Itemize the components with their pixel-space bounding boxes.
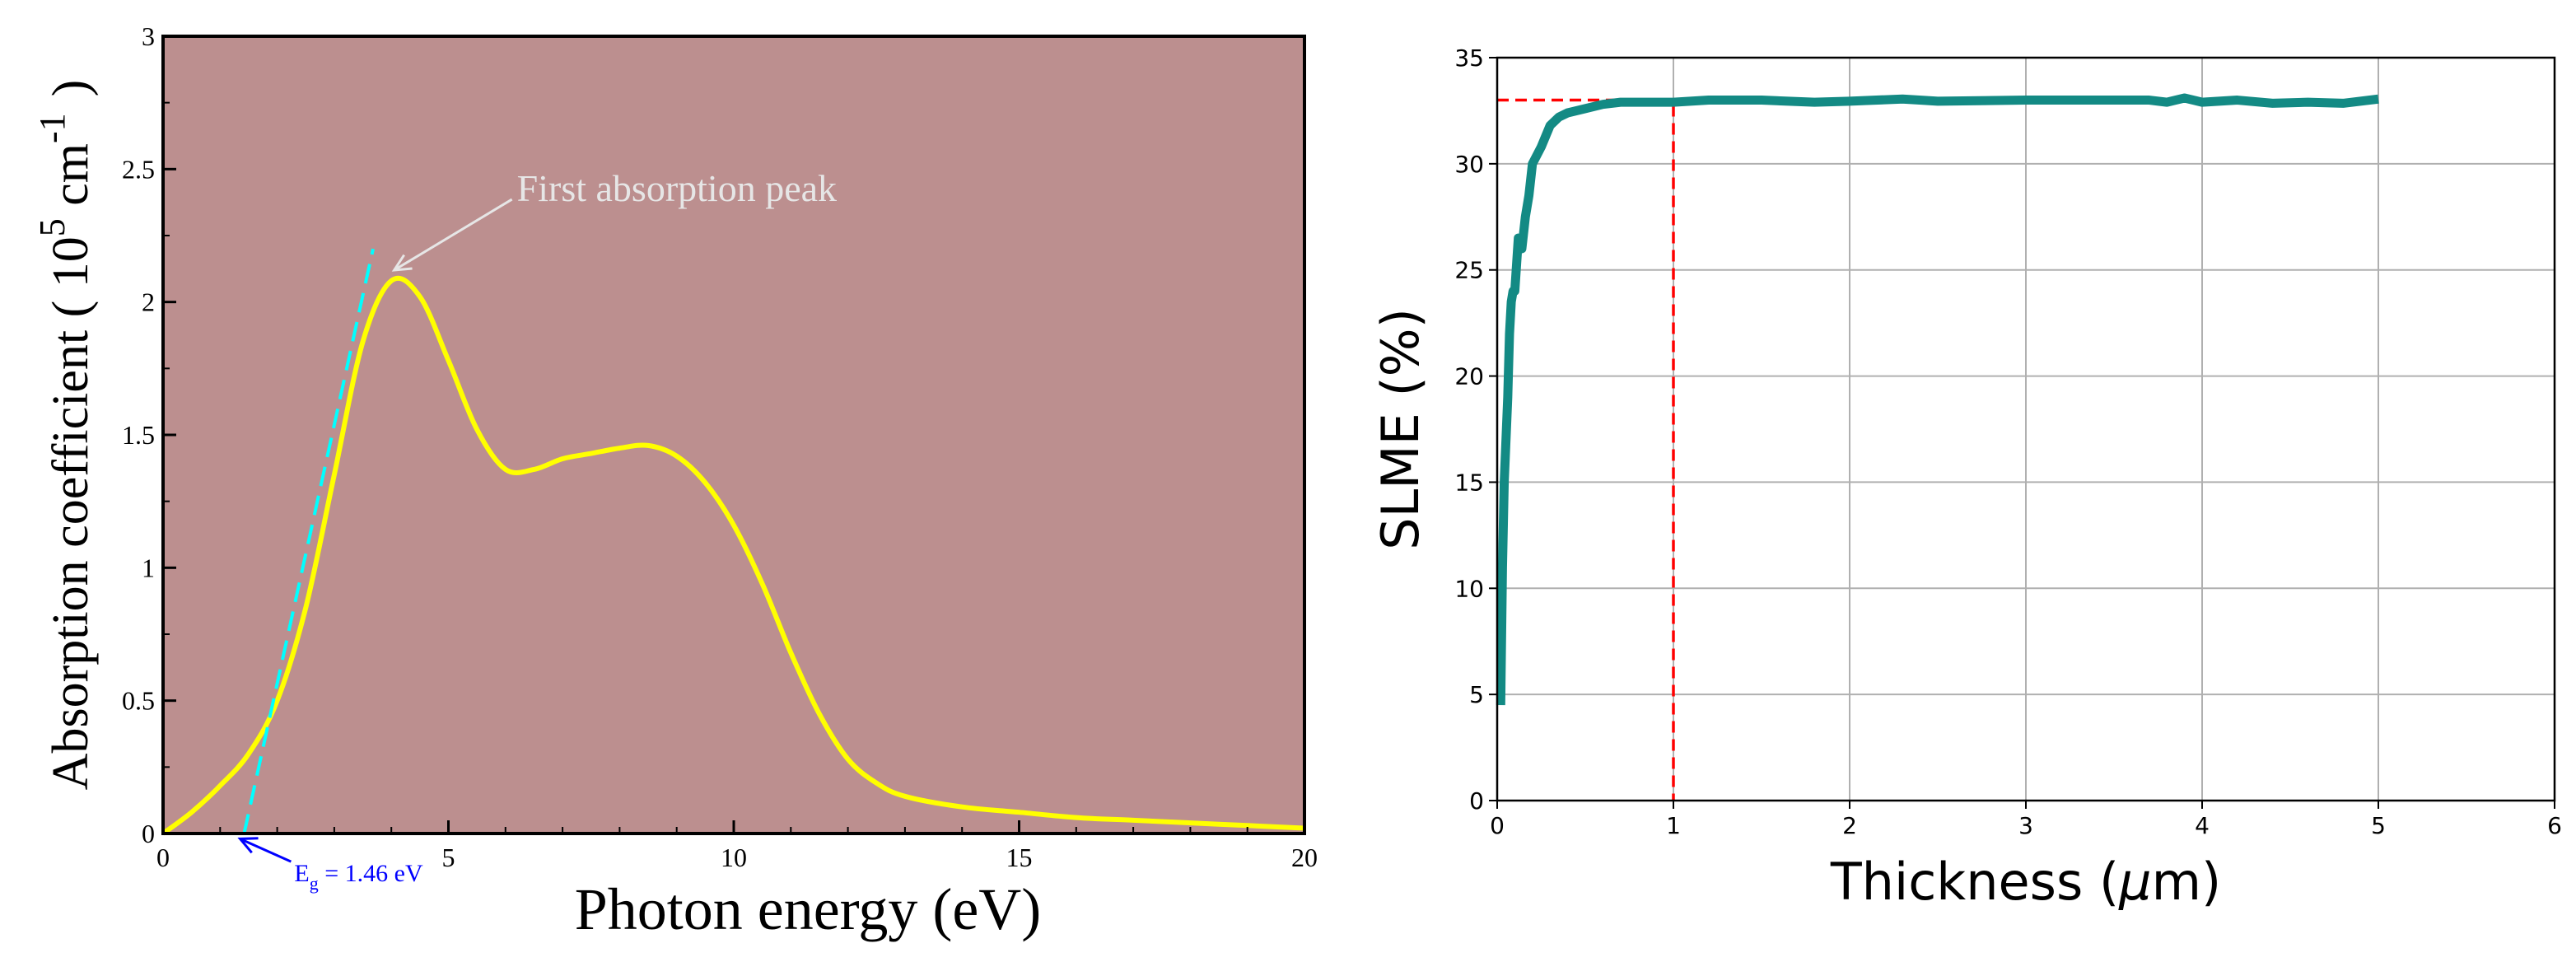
bandgap-annotation-main: E <box>294 860 309 887</box>
absorption-x-tick-label: 0 <box>156 843 170 872</box>
absorption-y-tick-label: 1.5 <box>122 420 155 450</box>
slme-x-title-mu: μ <box>2118 852 2151 912</box>
absorption-y-title-mid: cm <box>43 143 99 218</box>
bandgap-arrow <box>239 838 292 863</box>
absorption-y-axis-title: Absorption coefficient ( 105 cm-1) <box>32 80 99 791</box>
absorption-y-tick-label: 2.5 <box>122 154 155 184</box>
absorption-series-layer <box>161 248 1305 836</box>
slme-x-title-post: m) <box>2152 852 2222 912</box>
bandgap-annotation-rest: = 1.46 eV <box>319 860 423 887</box>
slme-reference-line <box>1497 98 1675 801</box>
slme-grid <box>1496 57 2555 801</box>
peak-arrow <box>393 198 513 272</box>
absorption-x-tick-label: 10 <box>721 843 747 872</box>
slme-y-tick-label: 20 <box>1454 363 1484 390</box>
slme-y-tick-label: 5 <box>1469 681 1484 708</box>
absorption-y-title-close: ) <box>43 80 99 97</box>
absorption-y-tick-label: 3 <box>142 21 155 51</box>
slme-y-axis-title: SLME (%) <box>1370 308 1430 550</box>
absorption-plot-background <box>163 36 1304 834</box>
slme-series-line <box>1496 93 2379 706</box>
absorption-y-tick-label: 2 <box>142 287 155 317</box>
slme-y-tick-label: 0 <box>1469 787 1484 815</box>
slme-x-title-pre: Thickness ( <box>1830 852 2119 912</box>
slme-x-tick-label: 6 <box>2547 812 2562 839</box>
absorption-x-tick-label: 15 <box>1006 843 1033 872</box>
slme-y-tick-label: 35 <box>1454 44 1484 72</box>
absorption-chart: 0 5 10 15 20 0 0.5 1 1.5 2 2.5 3 First absorption p… <box>32 21 1318 942</box>
absorption-series-line <box>161 275 1305 836</box>
absorption-y-tick-label: 0 <box>142 819 155 848</box>
absorption-y-title-exp2: -1 <box>32 113 72 143</box>
slme-x-tick-label: 1 <box>1666 812 1681 839</box>
slme-x-tick-label: 5 <box>2371 812 2386 839</box>
peak-annotation: First absorption peak <box>517 167 837 209</box>
slme-x-tick-label: 2 <box>1842 812 1857 839</box>
absorption-y-tick-label: 1 <box>142 553 155 582</box>
slme-y-tick-label: 10 <box>1454 575 1484 602</box>
slme-axis-ticks: 0 1 2 3 4 5 6 0 5 10 15 20 25 30 35 <box>1454 44 2562 839</box>
absorption-x-axis-title: Photon energy (eV) <box>575 876 1042 942</box>
tangent-fit-line <box>242 248 375 834</box>
slme-y-tick-label: 15 <box>1454 469 1484 496</box>
slme-x-axis-title: Thickness (μm) <box>1830 852 2221 912</box>
bandgap-arrow-head <box>237 837 259 854</box>
absorption-x-tick-label: 5 <box>442 843 455 872</box>
slme-x-tick-label: 4 <box>2195 812 2210 839</box>
bandgap-annotation-subscript: g <box>310 873 319 894</box>
bandgap-annotation: Eg = 1.46 eV <box>294 860 423 894</box>
slme-y-tick-label: 25 <box>1454 257 1484 284</box>
peak-arrow-head <box>391 254 413 272</box>
slme-x-tick-label: 0 <box>1490 812 1505 839</box>
absorption-x-tick-label: 20 <box>1291 843 1318 872</box>
absorption-y-title-main: Absorption coefficient ( 10 <box>43 236 99 790</box>
slme-x-tick-label: 3 <box>2018 812 2033 839</box>
absorption-y-tick-label: 0.5 <box>122 686 155 716</box>
absorption-y-title-exp1: 5 <box>32 218 72 236</box>
slme-y-tick-label: 30 <box>1454 151 1484 178</box>
slme-chart: 0 1 2 3 4 5 6 0 5 10 15 20 25 30 35 Thickness (μm) SLM… <box>1370 44 2562 912</box>
absorption-axis-ticks: 0 5 10 15 20 0 0.5 1 1.5 2 2.5 3 <box>122 21 1318 872</box>
slme-series-layer <box>1496 93 2379 801</box>
